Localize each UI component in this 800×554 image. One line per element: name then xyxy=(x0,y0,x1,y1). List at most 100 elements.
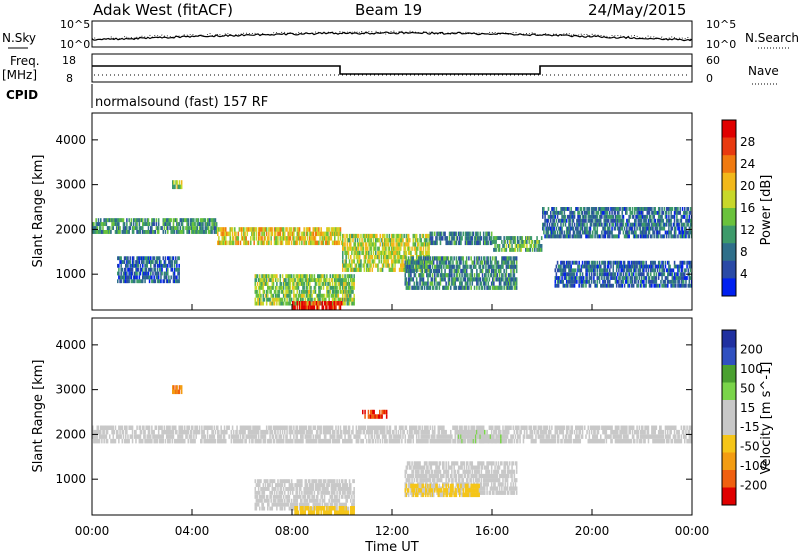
heatmap-cell xyxy=(330,305,333,310)
heatmap-cell xyxy=(589,276,592,280)
heatmap-cell xyxy=(384,259,386,264)
heatmap-cell xyxy=(621,207,624,211)
heatmap-cell xyxy=(350,238,352,243)
heatmap-cell xyxy=(684,283,686,288)
heatmap-cell xyxy=(210,226,212,231)
heatmap-cell xyxy=(173,180,175,185)
heatmap-cell xyxy=(439,231,442,237)
heatmap-cell xyxy=(365,438,368,444)
heatmap-cell xyxy=(496,273,499,278)
heatmap-cell xyxy=(534,244,536,248)
heatmap-cell xyxy=(687,222,690,227)
heatmap-cell xyxy=(434,231,436,237)
heatmap-cell xyxy=(393,267,395,272)
heatmap-cell xyxy=(178,271,180,276)
heatmap-cell xyxy=(571,214,574,219)
heatmap-cell xyxy=(460,256,462,261)
heatmap-cell xyxy=(611,214,613,219)
heatmap-cell xyxy=(596,234,599,239)
heatmap-cell xyxy=(369,242,371,247)
heatmap-cell xyxy=(277,429,279,435)
heatmap-cell xyxy=(647,210,650,215)
heatmap-cell xyxy=(284,429,286,435)
heatmap-cell xyxy=(271,274,274,279)
heatmap-cell xyxy=(151,429,153,435)
heatmap-cell xyxy=(307,240,310,246)
heatmap-cell xyxy=(178,434,180,439)
heatmap-cell xyxy=(275,278,277,283)
heatmap-cell xyxy=(568,222,570,227)
heatmap-cell xyxy=(522,240,525,244)
heatmap-cell xyxy=(346,438,349,444)
heatmap-cell xyxy=(275,231,277,237)
heatmap-cell xyxy=(455,231,458,237)
heatmap-cell xyxy=(680,214,683,219)
heatmap-cell xyxy=(298,429,301,435)
heatmap-cell xyxy=(431,236,434,241)
heatmap-cell xyxy=(350,289,352,294)
heatmap-cell xyxy=(400,255,402,260)
heatmap-cell xyxy=(159,434,161,439)
heatmap-cell xyxy=(642,222,644,227)
heatmap-cell xyxy=(188,425,191,430)
heatmap-cell xyxy=(582,264,585,269)
heatmap-cell xyxy=(575,260,577,265)
heatmap-cell xyxy=(302,425,304,430)
heatmap-cell xyxy=(312,301,315,306)
heatmap-cell xyxy=(135,218,137,223)
heatmap-cell xyxy=(555,207,558,211)
heatmap-cell xyxy=(394,246,396,251)
heatmap-cell xyxy=(426,285,428,290)
heatmap-cell xyxy=(623,207,626,211)
heatmap-cell xyxy=(388,425,391,430)
heatmap-cell xyxy=(426,281,428,286)
heatmap-cell xyxy=(671,207,674,211)
heatmap-cell xyxy=(119,279,121,284)
heatmap-cell xyxy=(513,256,516,261)
heatmap-cell xyxy=(501,247,503,252)
heatmap-cell xyxy=(245,240,247,246)
heatmap-cell xyxy=(255,278,258,283)
heatmap-cell xyxy=(520,236,522,241)
heatmap-cell xyxy=(303,274,305,279)
heatmap-cell xyxy=(511,277,513,282)
heatmap-cell xyxy=(431,281,434,286)
heatmap-cell xyxy=(332,231,335,237)
heatmap-cell xyxy=(543,210,545,215)
heatmap-cell xyxy=(296,301,299,306)
heatmap-cell xyxy=(676,210,678,215)
heatmap-cell xyxy=(138,230,141,234)
heatmap-cell xyxy=(327,282,329,286)
heatmap-cell xyxy=(282,231,285,237)
heatmap-cell xyxy=(213,438,216,444)
heatmap-cell xyxy=(622,207,625,211)
heatmap-cell xyxy=(634,234,636,239)
heatmap-cell xyxy=(313,285,316,290)
heatmap-cell xyxy=(477,260,479,265)
heatmap-cell xyxy=(437,231,440,237)
heatmap-cell xyxy=(187,230,190,234)
heatmap-cell xyxy=(319,293,321,298)
heatmap-cell xyxy=(103,434,105,439)
heatmap-cell xyxy=(157,429,160,435)
heatmap-cell xyxy=(377,246,379,251)
heatmap-cell xyxy=(437,273,440,278)
heatmap-cell xyxy=(452,281,454,286)
heatmap-cell xyxy=(338,282,341,286)
heatmap-cell xyxy=(196,226,199,231)
heatmap-cell xyxy=(495,256,497,261)
heatmap-cell xyxy=(259,297,261,302)
heatmap-cell xyxy=(411,246,413,251)
heatmap-cell xyxy=(175,180,177,185)
heatmap-cell xyxy=(486,268,488,274)
heatmap-cell xyxy=(589,283,592,288)
heatmap-cell xyxy=(687,234,690,239)
heatmap-cell xyxy=(365,233,368,239)
heatmap-cell xyxy=(146,434,149,439)
heatmap-cell xyxy=(342,259,344,264)
heatmap-cell xyxy=(612,222,615,227)
heatmap-cell xyxy=(527,247,529,252)
heatmap-cell xyxy=(128,260,130,264)
heatmap-cell xyxy=(586,234,588,239)
heatmap-cell xyxy=(644,214,646,219)
